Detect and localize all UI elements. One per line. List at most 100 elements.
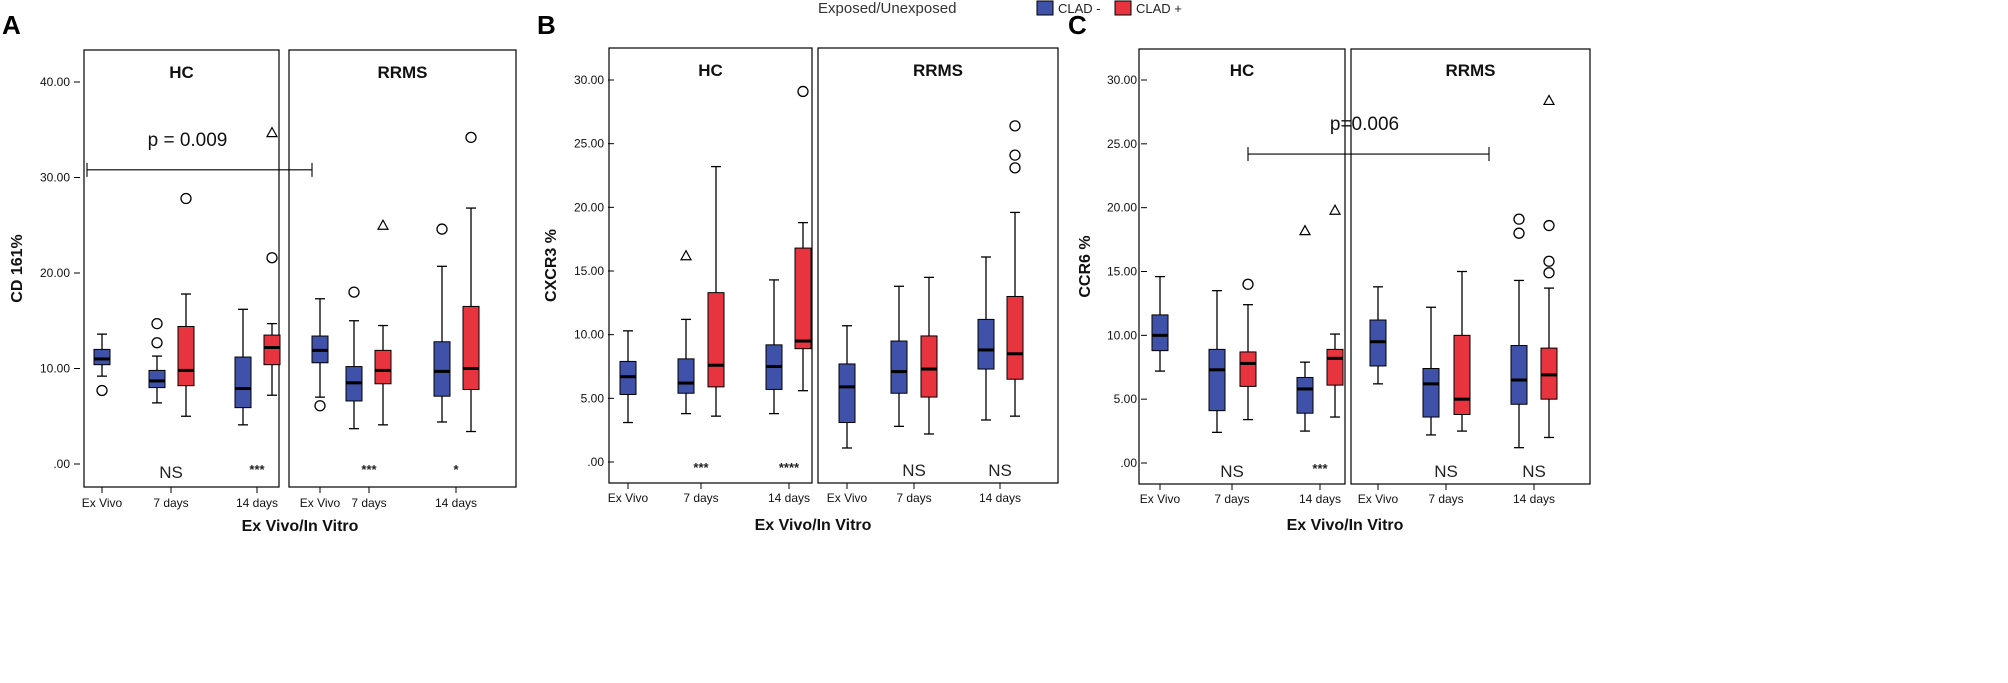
group-title: HC (698, 61, 723, 80)
outlier-extreme (1298, 224, 1312, 236)
legend: Exposed/Unexposed CLAD - CLAD + (818, 0, 1182, 17)
box-iqr (263, 334, 281, 366)
x-tick-label: Ex Vivo (1358, 492, 1399, 506)
group-frame-hc (608, 47, 813, 484)
outlier (180, 192, 192, 205)
box-ex-vivo-clad-minus (1151, 275, 1169, 372)
box-7-days-clad-minus (345, 286, 363, 430)
outlier (151, 337, 163, 349)
box-iqr (234, 356, 252, 409)
y-tick-label: 30.00 (40, 171, 70, 185)
x-tick-label: 7 days (1428, 492, 1463, 506)
box-14-days-clad-minus (765, 279, 783, 415)
outlier-extreme (1328, 203, 1342, 215)
box-iqr (177, 325, 195, 387)
box-7-days-clad-plus (374, 219, 392, 426)
panel-b: B CXCR3 % .00 5.00 10.00 15.00 20.00 25.00 30.00… (537, 10, 1059, 534)
box-iqr (677, 358, 695, 394)
group-title: HC (1230, 61, 1255, 80)
outlier (465, 131, 477, 144)
box-iqr (977, 318, 995, 370)
box-iqr (1296, 376, 1314, 414)
panel-letter: A (2, 10, 21, 40)
y-tick-label: 20.00 (1107, 201, 1137, 215)
group-frame-hc (1138, 48, 1346, 485)
x-tick-label: 7 days (351, 496, 386, 510)
box-iqr (1208, 348, 1226, 412)
outlier (348, 286, 360, 298)
x-tick-label: 7 days (1214, 492, 1249, 506)
x-tick-label: Ex Vivo (608, 491, 649, 505)
outlier (1513, 227, 1525, 239)
box-ex-vivo-clad-minus (838, 325, 856, 449)
y-tick-label: 5.00 (1114, 392, 1138, 406)
box-14-days-clad-plus (1006, 120, 1024, 417)
box-7-days-clad-minus (677, 249, 695, 415)
box-14-days-clad-plus (462, 131, 480, 433)
outlier (1009, 149, 1021, 161)
box-14-days-clad-minus (1510, 213, 1528, 449)
significance-label: *** (693, 460, 709, 475)
box-14-days-clad-minus (977, 256, 995, 421)
outlier (436, 223, 448, 235)
box-ex-vivo-clad-minus (1369, 286, 1387, 385)
significance-label: * (453, 462, 459, 477)
y-tick-label: 10.00 (40, 362, 70, 376)
y-tick-label: 15.00 (1107, 265, 1137, 279)
y-tick-label: .00 (53, 457, 70, 471)
box-7-days-clad-plus (1239, 278, 1257, 421)
panel-c: C CCR6 % .00 5.00 10.00 15.00 20.00 25.00 30.00 E… (1068, 10, 1591, 534)
outlier (1513, 213, 1525, 225)
x-tick-label: 14 days (1299, 492, 1341, 506)
box-iqr (920, 335, 938, 398)
y-tick-label: 10.00 (574, 328, 604, 342)
significance-label: NS (159, 463, 183, 482)
bracket-label: p=0.006 (1330, 114, 1399, 135)
box-iqr (1006, 295, 1024, 380)
outlier (1543, 255, 1555, 267)
legend-swatch-clad-plus (1114, 0, 1132, 16)
outlier-extreme (679, 249, 693, 261)
box-14-days-clad-plus (1540, 94, 1558, 439)
x-tick-label: Ex Vivo (82, 496, 123, 510)
significance-label: *** (1312, 461, 1328, 476)
x-tick-label: 14 days (979, 491, 1021, 505)
box-14-days-clad-minus (433, 223, 451, 423)
significance-label: *** (361, 462, 377, 477)
box-7-days-clad-minus (148, 317, 166, 404)
x-tick-label: 14 days (236, 496, 278, 510)
box-14-days-clad-minus (1296, 224, 1314, 432)
y-axis-label: CCR6 % (1077, 235, 1094, 297)
box-14-days-clad-plus (263, 126, 281, 396)
group-frame-rrms (288, 49, 517, 488)
outlier (314, 400, 326, 412)
box-7-days-clad-plus (177, 192, 195, 417)
box-7-days-clad-minus (1208, 289, 1226, 434)
box-ex-vivo-clad-minus (619, 330, 637, 424)
box-iqr (1151, 314, 1169, 352)
outlier (1009, 162, 1021, 174)
x-tick-label: 14 days (1513, 492, 1555, 506)
outlier (1543, 219, 1555, 232)
panels: A CD 161% .00 10.00 20.00 30.00 40.00 Ex Vivo/I… (2, 10, 1591, 535)
box-iqr (1239, 351, 1257, 387)
box-ex-vivo-clad-minus (311, 298, 329, 412)
y-tick-label: .00 (587, 455, 604, 469)
legend-label-clad-plus: CLAD + (1136, 1, 1182, 16)
x-tick-label: Ex Vivo (300, 496, 341, 510)
box-iqr (890, 340, 908, 394)
y-tick-label: 30.00 (1107, 73, 1137, 87)
x-tick-label: 7 days (896, 491, 931, 505)
significance-label: NS (988, 461, 1012, 480)
box-7-days-clad-plus (920, 276, 938, 435)
x-tick-label: Ex Vivo (1140, 492, 1181, 506)
outlier (1009, 120, 1021, 132)
box-iqr (148, 369, 166, 389)
legend-title: Exposed/Unexposed (818, 0, 956, 17)
box-14-days-clad-plus (794, 85, 812, 392)
outlier-extreme (1542, 94, 1556, 106)
group-title: RRMS (377, 63, 427, 82)
box-iqr (838, 363, 856, 424)
box-iqr (93, 348, 111, 366)
